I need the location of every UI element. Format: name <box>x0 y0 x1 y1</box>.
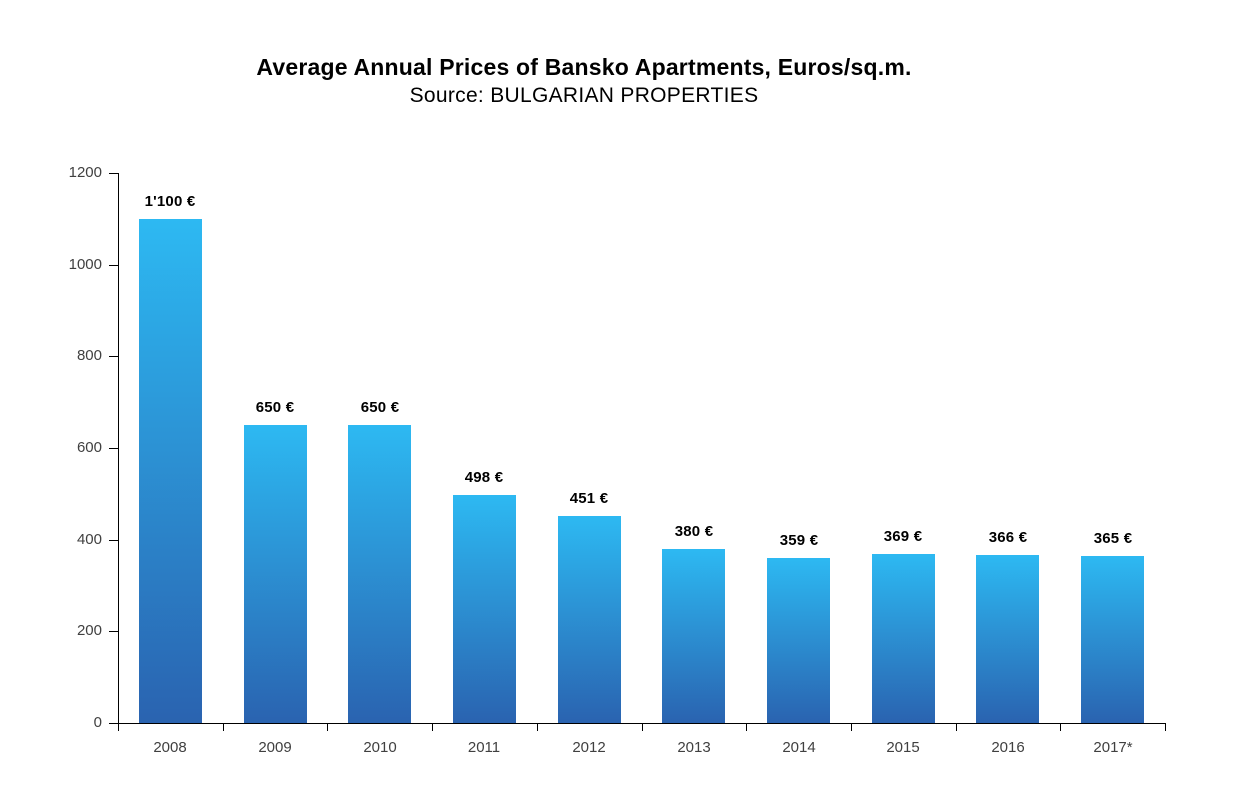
bar-value-label: 380 € <box>674 523 714 540</box>
bar <box>244 425 307 723</box>
x-tick-label: 2009 <box>258 739 292 756</box>
x-tick-label: 2008 <box>153 739 187 756</box>
x-tick-mark <box>432 724 433 731</box>
y-tick-label: 800 <box>76 347 102 364</box>
bar-value-label: 498 € <box>464 469 504 486</box>
x-axis-line <box>118 723 1166 724</box>
bar <box>558 516 621 723</box>
x-tick-mark <box>327 724 328 731</box>
x-tick-label: 2016 <box>991 739 1025 756</box>
y-tick-label: 400 <box>76 531 102 548</box>
bar <box>662 549 725 723</box>
bar <box>1081 556 1144 723</box>
y-tick-label: 0 <box>93 714 102 731</box>
y-tick-mark <box>109 173 118 174</box>
y-tick-mark <box>109 356 118 357</box>
chart-header: Average Annual Prices of Bansko Apartmen… <box>0 52 1168 110</box>
x-tick-mark <box>851 724 852 731</box>
bar <box>872 554 935 723</box>
x-tick-mark <box>746 724 747 731</box>
bar-value-label: 1'100 € <box>144 193 196 210</box>
y-tick-label: 600 <box>76 439 102 456</box>
x-tick-mark <box>642 724 643 731</box>
x-tick-mark <box>118 724 119 731</box>
bar <box>767 558 830 723</box>
x-tick-label: 2011 <box>467 739 501 756</box>
x-tick-label: 2013 <box>677 739 711 756</box>
bar-value-label: 650 € <box>255 399 295 416</box>
x-tick-label: 2010 <box>363 739 397 756</box>
x-tick-label: 2017* <box>1093 739 1133 756</box>
x-tick-mark <box>1165 724 1166 731</box>
bar-value-label: 451 € <box>569 490 609 507</box>
bar <box>453 495 516 723</box>
bar-value-label: 365 € <box>1093 530 1133 547</box>
y-tick-mark <box>109 540 118 541</box>
bar-value-label: 369 € <box>883 528 923 545</box>
bar <box>976 555 1039 723</box>
y-tick-mark <box>109 448 118 449</box>
x-tick-label: 2014 <box>782 739 816 756</box>
y-tick-mark <box>109 265 118 266</box>
bar <box>139 219 202 723</box>
bar-value-label: 359 € <box>779 532 819 549</box>
y-tick-label: 1200 <box>68 164 102 181</box>
x-tick-label: 2012 <box>572 739 606 756</box>
x-tick-mark <box>537 724 538 731</box>
bar-value-label: 366 € <box>988 529 1028 546</box>
bar-value-label: 650 € <box>360 399 400 416</box>
y-tick-label: 1000 <box>68 256 102 273</box>
x-tick-mark <box>1060 724 1061 731</box>
bar <box>348 425 411 723</box>
x-tick-mark <box>956 724 957 731</box>
x-tick-label: 2015 <box>886 739 920 756</box>
chart-subtitle: Source: BULGARIAN PROPERTIES <box>409 84 759 107</box>
x-tick-mark <box>223 724 224 731</box>
y-tick-label: 200 <box>76 622 102 639</box>
chart-title: Average Annual Prices of Bansko Apartmen… <box>256 54 912 80</box>
y-tick-mark <box>109 631 118 632</box>
y-axis-line <box>118 173 119 724</box>
y-tick-mark <box>109 723 118 724</box>
